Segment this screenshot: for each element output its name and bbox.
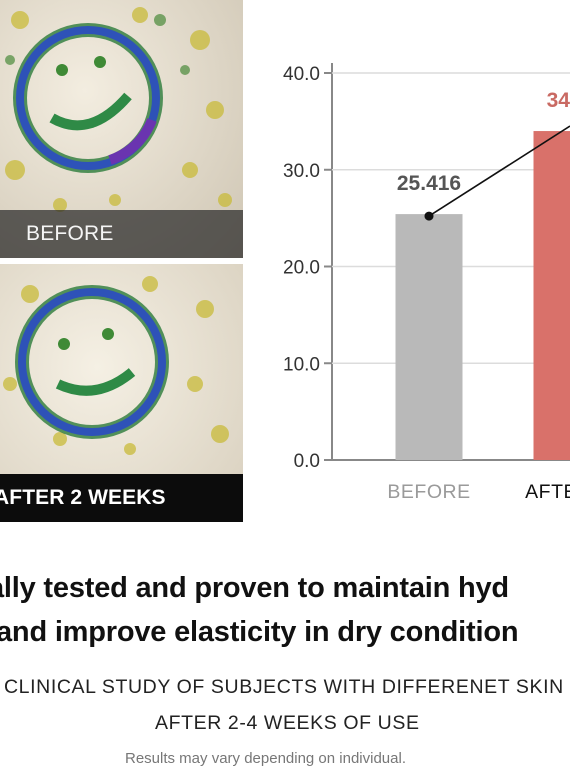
- bars: [395, 131, 570, 461]
- data-labels: 25.416 34.0: [397, 89, 570, 195]
- hydration-bar-chart: 0.0 10.0 20.0 30.0 40.0 25.416 34.0 BEFORE AFT…: [283, 63, 570, 503]
- before-caption: BEFORE: [26, 222, 114, 245]
- category-label-after: AFTER 2: [525, 481, 570, 503]
- trend-arrow-start-dot: [424, 211, 434, 221]
- bar-after: [533, 131, 570, 461]
- after-caption-bar: AFTER 2 WEEKS: [0, 474, 243, 522]
- data-label-after: 34.0: [547, 89, 570, 112]
- bar-before: [395, 214, 463, 460]
- trend-arrow-line: [428, 125, 570, 217]
- y-tick-label: 0.0: [294, 451, 320, 472]
- after-caption: AFTER 2 WEEKS: [0, 486, 166, 509]
- y-tick-label: 40.0: [283, 64, 320, 85]
- data-label-before: 25.416: [397, 172, 461, 195]
- y-tick-label: 30.0: [283, 161, 320, 182]
- study-duration: AFTER 2-4 WEEKS OF USE: [155, 712, 420, 734]
- headline-line-2: and improve elasticity in dry condition: [0, 616, 519, 648]
- after-photo: AFTER 2 WEEKS: [0, 264, 243, 522]
- y-tick-labels: 0.0 10.0 20.0 30.0 40.0: [283, 64, 320, 472]
- category-labels: BEFORE AFTER 2: [387, 481, 570, 503]
- study-description: CLINICAL STUDY OF SUBJECTS WITH DIFFEREN…: [4, 676, 564, 698]
- headline-line-1: ally tested and proven to maintain hyd: [0, 572, 509, 604]
- category-label-before: BEFORE: [387, 481, 470, 503]
- y-tick-label: 10.0: [283, 354, 320, 375]
- disclaimer: Results may vary depending on individual…: [125, 750, 406, 767]
- y-tick-label: 20.0: [283, 258, 320, 279]
- trend-arrow: [424, 125, 570, 221]
- before-photo: BEFORE: [0, 0, 243, 258]
- before-caption-bar: BEFORE: [0, 210, 243, 258]
